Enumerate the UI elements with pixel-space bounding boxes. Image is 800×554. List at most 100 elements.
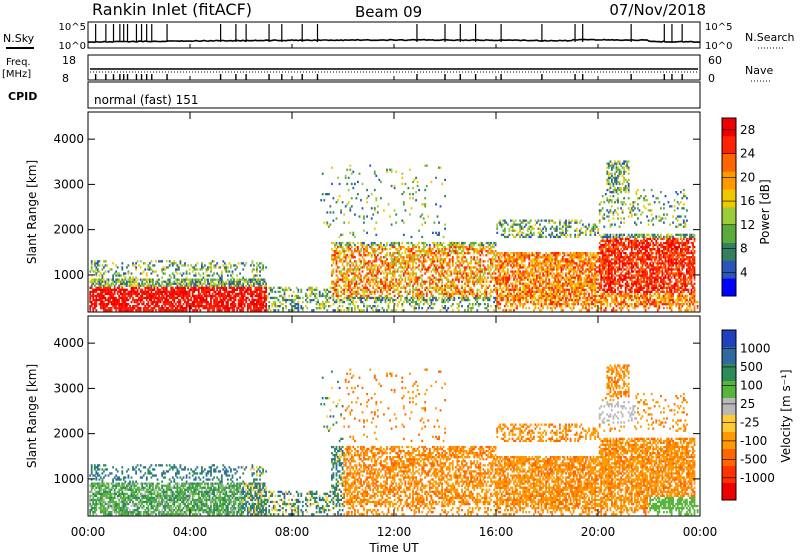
- power-cell: [223, 284, 226, 287]
- power-cell: [193, 298, 196, 302]
- power-cell: [470, 241, 472, 245]
- power-cell: [375, 264, 378, 267]
- power-cell: [122, 278, 125, 281]
- power-cell: [439, 276, 442, 279]
- power-cell: [133, 292, 136, 296]
- power-cell: [563, 284, 566, 287]
- power-cell: [349, 258, 352, 261]
- power-cell: [375, 260, 378, 263]
- power-cell: [220, 298, 223, 302]
- power-cell: [109, 288, 111, 291]
- power-cell: [529, 300, 532, 304]
- power-cell: [338, 254, 341, 257]
- power-cell: [329, 290, 332, 293]
- power-cell: [421, 248, 424, 251]
- power-cell: [409, 168, 411, 171]
- power-cell: [430, 294, 433, 298]
- power-cell: [202, 272, 205, 275]
- power-cell: [456, 258, 459, 261]
- power-cell: [254, 307, 257, 310]
- power-cell: [187, 290, 189, 293]
- power-cell: [376, 286, 379, 289]
- power-cell: [347, 262, 350, 265]
- power-cell: [534, 258, 537, 261]
- power-cell: [329, 286, 332, 289]
- power-cell: [119, 303, 122, 306]
- power-cell: [479, 241, 482, 245]
- power-cell: [447, 290, 450, 293]
- power-cell: [519, 264, 521, 267]
- power-cell: [523, 282, 526, 285]
- power-cell: [375, 233, 378, 236]
- power-cell: [161, 290, 163, 293]
- power-cell: [439, 241, 442, 245]
- power-cell: [526, 282, 529, 285]
- power-cell: [269, 290, 272, 293]
- power-cell: [396, 282, 399, 285]
- power-cell: [468, 252, 471, 255]
- power-cell: [516, 233, 518, 236]
- power-cell: [289, 309, 292, 312]
- power-cell: [528, 280, 531, 283]
- power-cell: [282, 307, 284, 310]
- power-cell: [555, 284, 558, 287]
- power-cell: [387, 268, 390, 271]
- power-cell: [129, 294, 131, 298]
- power-cell: [514, 294, 517, 298]
- power-cell: [433, 276, 436, 279]
- power-cell: [231, 307, 234, 310]
- power-cell: [523, 235, 526, 239]
- power-cell: [355, 282, 358, 285]
- power-cell: [482, 298, 485, 302]
- power-cell: [481, 286, 483, 289]
- power-cell: [260, 296, 263, 300]
- power-cell: [354, 309, 356, 312]
- power-cell: [144, 288, 147, 291]
- power-cell: [167, 300, 170, 304]
- power-cell: [210, 284, 212, 287]
- power-cell: [326, 211, 329, 214]
- power-cell: [148, 262, 151, 265]
- power-cell: [520, 266, 523, 269]
- power-cell: [551, 270, 554, 273]
- power-cell: [363, 262, 365, 265]
- power-cell: [500, 278, 503, 281]
- power-cell: [257, 282, 260, 285]
- power-cell: [390, 168, 393, 171]
- power-cell: [445, 264, 448, 267]
- power-cell: [516, 260, 518, 263]
- power-cell: [228, 262, 231, 265]
- power-cell: [158, 292, 160, 296]
- power-cell: [462, 254, 465, 257]
- power-cell: [164, 268, 166, 271]
- power-cell: [435, 278, 437, 281]
- power-cell: [454, 286, 457, 289]
- power-cell: [531, 264, 534, 267]
- power-cell: [240, 307, 243, 310]
- power-cell: [331, 286, 333, 289]
- power-cell: [219, 286, 222, 289]
- power-cell: [534, 256, 537, 259]
- power-cell: [413, 307, 416, 310]
- power-cell: [349, 209, 352, 212]
- power-cell: [142, 309, 145, 312]
- power-cell: [537, 256, 540, 259]
- power-cell: [477, 288, 480, 291]
- power-cell: [147, 292, 150, 296]
- power-cell: [533, 276, 535, 279]
- power-cell: [485, 280, 488, 283]
- power-cell: [337, 280, 339, 283]
- power-cell: [519, 227, 521, 230]
- power-cell: [488, 252, 491, 255]
- power-cell: [451, 294, 454, 298]
- power-cell: [522, 227, 525, 230]
- power-cell: [207, 300, 209, 304]
- power-cell: [439, 286, 442, 289]
- power-cell: [496, 290, 499, 293]
- power-cell: [445, 284, 448, 287]
- power-cell: [471, 258, 474, 261]
- power-cell: [358, 215, 361, 218]
- power-cell: [436, 252, 439, 255]
- power-cell: [389, 280, 391, 283]
- power-cell: [256, 274, 258, 277]
